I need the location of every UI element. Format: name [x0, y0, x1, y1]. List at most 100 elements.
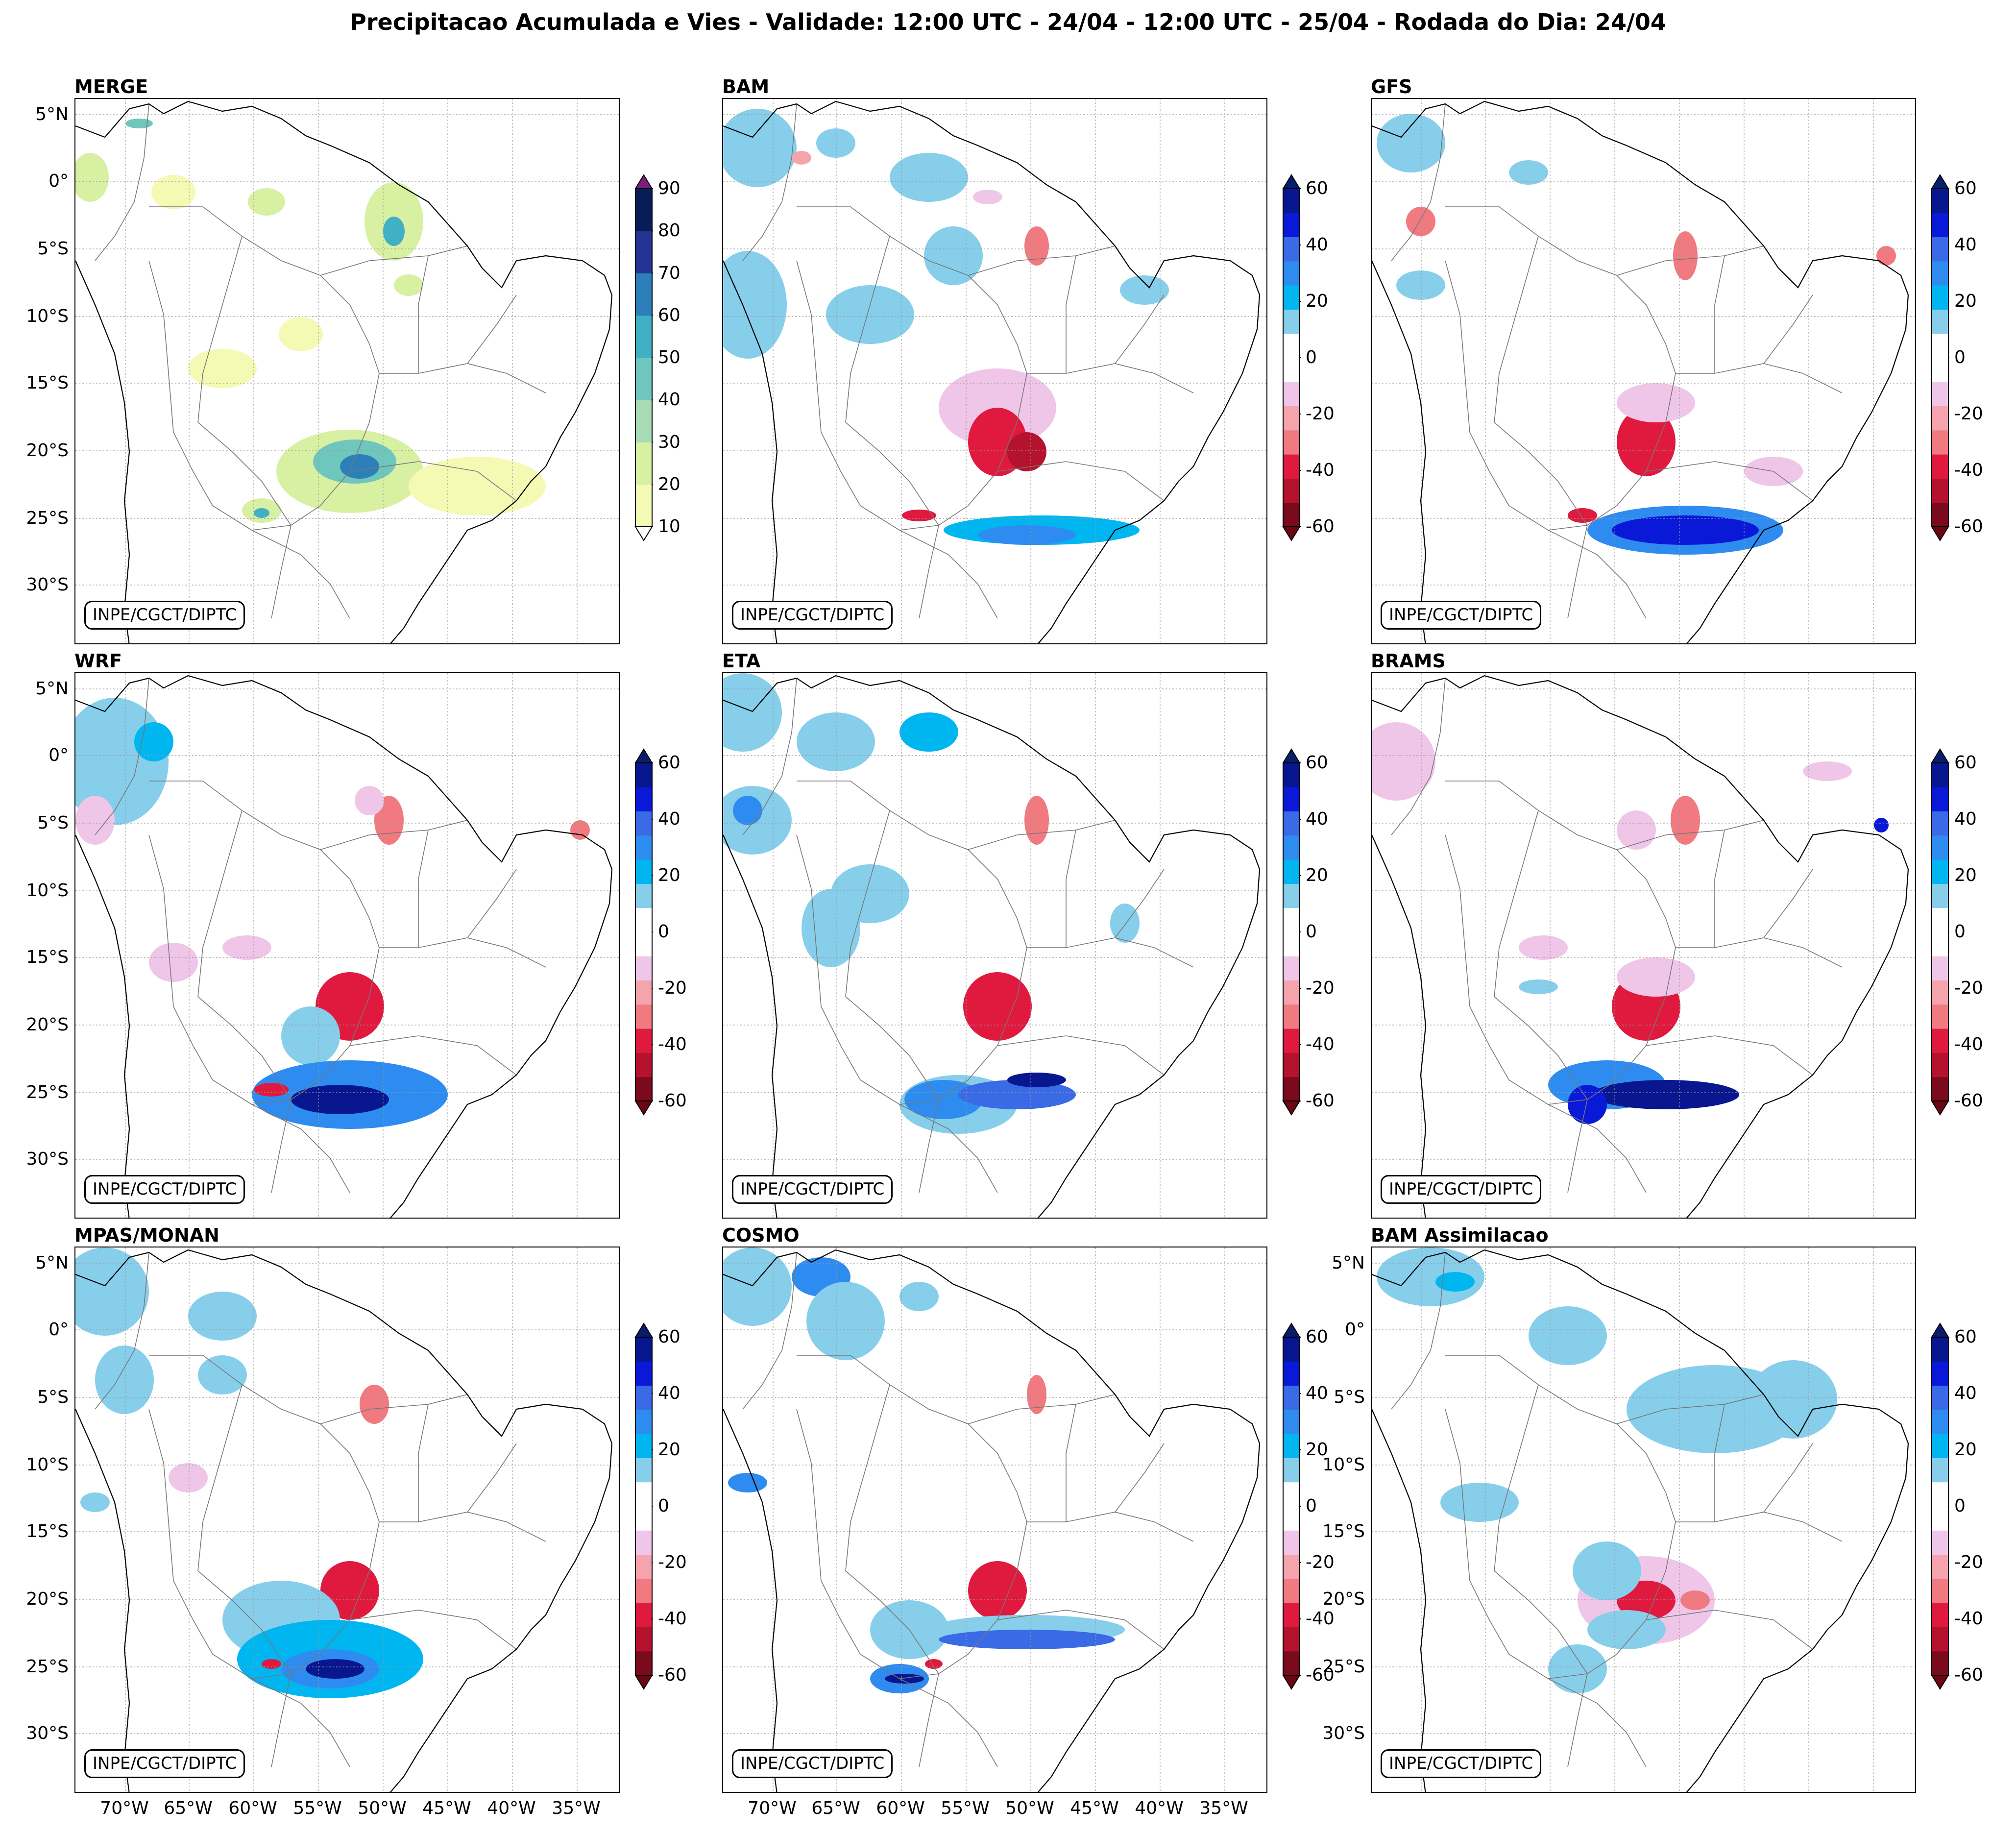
colorbar-tick-label: -40 [1306, 1034, 1335, 1054]
state-border [271, 525, 291, 619]
lon-tick-label: 35°W [552, 1798, 601, 1818]
lon-tick-label: 50°W [1005, 1798, 1054, 1818]
bias-area [306, 1659, 364, 1679]
colorbar-bin [1283, 835, 1300, 860]
colorbar-tick-label: 60 [1954, 1327, 1977, 1347]
lat-tick-label: 20°S [1322, 1589, 1365, 1609]
lat-tick-label: 15°S [26, 373, 69, 393]
lat-tick-label: 5°S [37, 813, 69, 833]
state-border [1494, 236, 1539, 423]
bias-area [169, 1463, 208, 1492]
bias-area [1377, 114, 1445, 172]
map-canvas [1372, 673, 1915, 1218]
panel-title-gfs: GFS [1371, 76, 1412, 98]
bias-area [355, 786, 384, 815]
colorbar-bin [1283, 1530, 1300, 1555]
bias-area [802, 889, 860, 967]
bias-area [1519, 979, 1558, 994]
map-canvas [723, 673, 1266, 1218]
state-border [1494, 1570, 1588, 1674]
colorbar-bin [1932, 1506, 1948, 1531]
precip-colorbar: 90 80 70 60 50 40 30 20 10 [634, 174, 749, 541]
coastline [75, 1409, 130, 1792]
state-border [845, 1570, 939, 1674]
precip-area [394, 274, 423, 296]
bias-area [728, 1473, 767, 1492]
state-border [845, 810, 890, 997]
colorbar-bin [1283, 932, 1300, 956]
state-border [1115, 294, 1165, 364]
bias-area [816, 128, 855, 158]
colorbar-bin [635, 273, 652, 316]
bias-area [1377, 1247, 1484, 1306]
bias-area [1803, 761, 1852, 781]
bias-area [899, 1282, 939, 1311]
bias-colorbar: 60 40 20 0 -20 -40 -60 [1931, 748, 2016, 1116]
colorbar-tick-label: -40 [1954, 460, 1983, 480]
state-border [1548, 1104, 1647, 1193]
colorbar-bin [1932, 835, 1948, 860]
bias-area [902, 510, 936, 521]
bias-area [1617, 810, 1656, 850]
colorbar-bin [1283, 1578, 1300, 1603]
credit-badge: INPE/CGCT/DIPTC [1381, 1749, 1542, 1778]
lat-tick-label: 0° [1345, 1320, 1365, 1340]
colorbar-bin [1932, 358, 1948, 382]
bias-colorbar: 60 40 20 0 -20 -40 -60 [1282, 174, 1397, 541]
colorbar-bin [1932, 956, 1948, 981]
colorbar-tick-label: -60 [658, 1665, 687, 1685]
lat-tick-label: 0° [49, 1320, 69, 1340]
lat-tick-label: 30°S [26, 575, 69, 595]
bias-area [723, 109, 797, 187]
state-border [467, 1443, 517, 1513]
colorbar-bin [1932, 1627, 1948, 1652]
bias-area [188, 1292, 257, 1341]
bias-area [1372, 722, 1435, 801]
colorbar-tick-label: -60 [1954, 1091, 1983, 1111]
colorbar-bin [1932, 189, 1948, 213]
state-border [197, 1384, 243, 1571]
map-canvas [1372, 99, 1915, 643]
state-border [349, 1610, 517, 1650]
lat-tick-label: 0° [49, 171, 69, 191]
map-panel: INPE/CGCT/DIPTC [74, 672, 620, 1219]
lat-tick-label: 25°S [1322, 1657, 1365, 1677]
credit-badge: INPE/CGCT/DIPTC [1381, 1175, 1542, 1204]
lon-tick-label: 55°W [941, 1798, 990, 1818]
map-panel: INPE/CGCT/DIPTC [722, 98, 1267, 644]
colorbar-tick-label: -20 [658, 1552, 687, 1572]
coastline [1372, 1409, 1427, 1792]
colorbar-bin [635, 1578, 652, 1603]
credit-badge: INPE/CGCT/DIPTC [84, 1175, 245, 1204]
bias-area [723, 1247, 792, 1326]
bias-area [1573, 1541, 1641, 1600]
lat-tick-label: 10°S [26, 880, 69, 901]
colorbar-bin [1932, 333, 1948, 358]
colorbar-bin [635, 1385, 652, 1410]
colorbar-bin [1283, 237, 1300, 262]
colorbar-bin [635, 1482, 652, 1507]
state-border [197, 1570, 291, 1674]
coastline [1372, 260, 1427, 643]
colorbar-bin [1283, 1627, 1300, 1652]
state-border [899, 1104, 998, 1193]
bias-area [925, 1659, 943, 1669]
credit-badge: INPE/CGCT/DIPTC [732, 601, 893, 630]
bias-area [885, 1674, 924, 1684]
credit-badge: INPE/CGCT/DIPTC [84, 601, 245, 630]
colorbar-strip [1931, 748, 1949, 1116]
state-border [1763, 1443, 1813, 1513]
colorbar-strip [1282, 174, 1301, 541]
colorbar-tick-label: -40 [1954, 1034, 1983, 1054]
coastline [75, 1249, 613, 1792]
colorbar-bin [1932, 309, 1948, 334]
colorbar-bin [1932, 1603, 1948, 1627]
state-border [197, 236, 243, 423]
lat-tick-label: 10°S [26, 1455, 69, 1475]
colorbar-strip [634, 748, 653, 1116]
colorbar-tick-label: 40 [658, 1383, 680, 1403]
state-border [251, 1678, 350, 1767]
state-border [251, 530, 350, 619]
bias-area [1680, 1590, 1710, 1610]
state-border [95, 678, 149, 835]
